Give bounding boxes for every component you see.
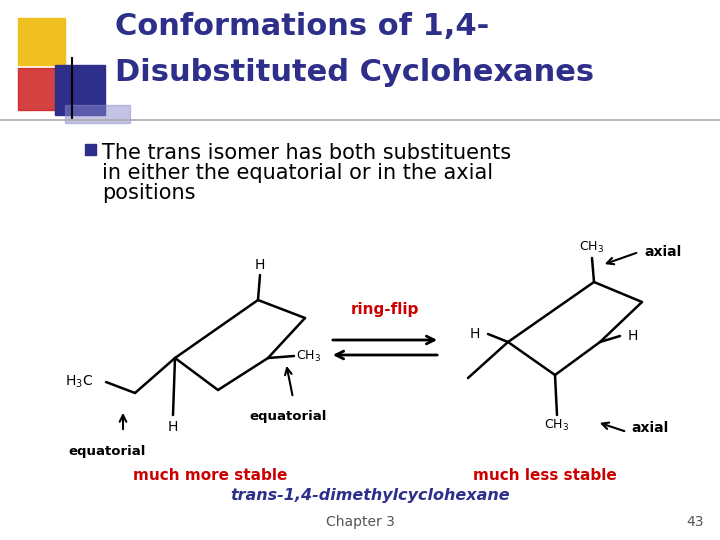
Text: equatorial: equatorial	[249, 410, 327, 423]
Text: much less stable: much less stable	[473, 468, 617, 483]
Text: 43: 43	[686, 515, 703, 529]
Bar	[55, 65, 105, 115]
Text: much more stable: much more stable	[132, 468, 287, 483]
Bar	[65, 105, 130, 123]
Bar	[18, 18, 65, 65]
Text: H: H	[469, 327, 480, 341]
Text: in either the equatorial or in the axial: in either the equatorial or in the axial	[102, 163, 493, 183]
Text: Conformations of 1,4-: Conformations of 1,4-	[115, 12, 490, 41]
Text: H: H	[168, 420, 178, 434]
Text: equatorial: equatorial	[68, 445, 145, 458]
Text: The trans isomer has both substituents: The trans isomer has both substituents	[102, 143, 511, 163]
Text: trans-1,4-dimethylcyclohexane: trans-1,4-dimethylcyclohexane	[230, 488, 510, 503]
Text: H: H	[628, 329, 639, 343]
Text: axial: axial	[644, 245, 681, 259]
Bar	[85, 144, 96, 155]
Text: $\mathregular{CH_3}$: $\mathregular{CH_3}$	[296, 348, 321, 363]
Text: Chapter 3: Chapter 3	[325, 515, 395, 529]
Text: $\mathregular{H_3C}$: $\mathregular{H_3C}$	[65, 374, 93, 390]
Text: Disubstituted Cyclohexanes: Disubstituted Cyclohexanes	[115, 58, 594, 87]
Bar	[18, 68, 65, 110]
Text: axial: axial	[631, 421, 668, 435]
Text: $\mathregular{CH_3}$: $\mathregular{CH_3}$	[544, 418, 570, 433]
Text: ring-flip: ring-flip	[351, 302, 419, 317]
Text: positions: positions	[102, 183, 196, 203]
Text: H: H	[255, 258, 265, 272]
Text: $\mathregular{CH_3}$: $\mathregular{CH_3}$	[580, 240, 605, 255]
